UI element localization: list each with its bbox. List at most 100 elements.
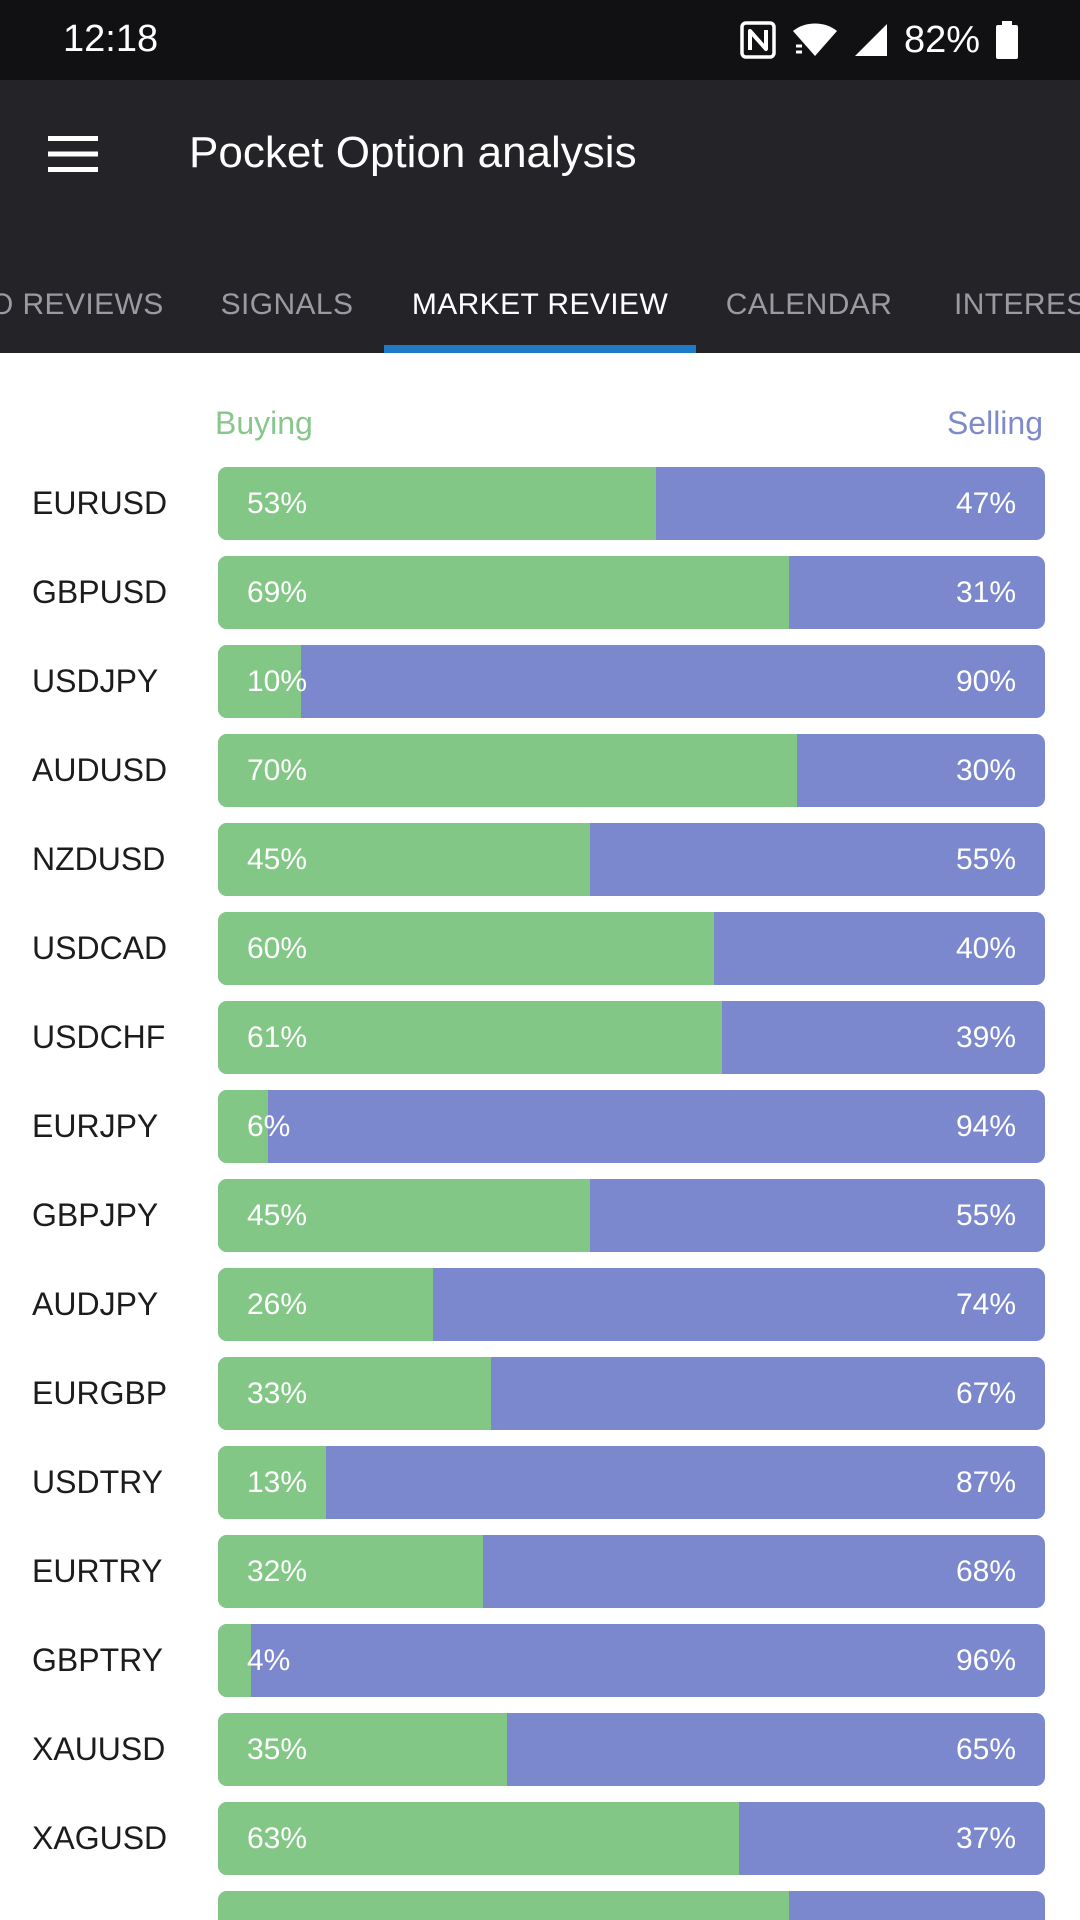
buying-percent: 61% [247,1021,308,1054]
battery-percent: 82% [903,18,980,61]
buying-segment [218,734,797,807]
pair-name: AUDJPY [32,1286,159,1322]
buying-segment [218,1179,591,1252]
pair-row: USDJPY 10% 90% [0,645,1080,718]
pair-name: EURGBP [32,1375,168,1411]
pair-name: EURUSD [32,485,168,521]
pair-row [0,1891,1080,1920]
pair-row: EURUSD 53% 47% [0,467,1080,540]
buying-segment [218,912,715,985]
selling-percent: 37% [955,1822,1016,1855]
sentiment-bar: 53% 47% [218,467,1045,540]
sentiment-bar: 61% 39% [218,1001,1045,1074]
selling-percent: 55% [955,1199,1016,1232]
tab-interesting[interactable]: INTERES [954,288,1080,321]
buying-segment [218,645,301,718]
market-review-list[interactable]: Buying Selling EURUSD 53% 47% GBPUSD 69% 31% U… [0,353,1080,1920]
battery-icon [996,21,1018,59]
pair-row: XAUUSD 35% 65% [0,1713,1080,1786]
buying-percent: 35% [247,1733,308,1766]
pair-row: AUDUSD 70% 30% [0,734,1080,807]
tab-market-review[interactable]: MARKET REVIEW [411,288,669,321]
pair-row: EURTRY 32% 68% [0,1535,1080,1608]
buying-percent: 60% [247,932,308,965]
buying-segment [218,1535,483,1608]
tab-calendar[interactable]: CALENDAR [725,288,893,321]
buying-percent: 63% [247,1822,308,1855]
pair-name: USDTRY [32,1464,163,1500]
status-icons: 82% [740,18,1018,62]
buying-segment [218,1802,739,1875]
pair-row: EURGBP 33% 67% [0,1357,1080,1430]
tab-reviews[interactable]: O REVIEWS [0,288,164,321]
pair-name: USDCAD [32,930,168,966]
pair-name: EURJPY [32,1108,159,1144]
pair-name: NZDUSD [32,841,166,877]
app-title: Pocket Option analysis [189,128,637,177]
buying-percent: 32% [247,1555,308,1588]
buying-segment [218,556,789,629]
pair-row: USDTRY 13% 87% [0,1446,1080,1519]
sentiment-bar: 63% 37% [218,1802,1045,1875]
app-bar: Pocket Option analysis O REVIEWS SIGNALS… [0,80,1080,353]
buying-segment [218,1446,326,1519]
menu-button[interactable] [32,115,114,197]
selling-percent: 67% [955,1377,1016,1410]
sentiment-bar: 6% 94% [218,1090,1045,1163]
selling-percent: 31% [955,576,1016,609]
buying-percent: 6% [247,1110,291,1143]
selling-percent: 65% [955,1733,1016,1766]
buying-percent: 10% [247,665,308,698]
sentiment-bar: 33% 67% [218,1357,1045,1430]
tab-bar: O REVIEWS SIGNALS MARKET REVIEW CALENDAR… [0,257,1080,353]
status-time: 12:18 [63,18,159,60]
buying-percent: 45% [247,1199,308,1232]
buying-percent: 70% [247,754,308,787]
buying-segment [218,1624,252,1697]
sentiment-bar: 10% 90% [218,645,1045,718]
buying-segment [218,1001,723,1074]
buying-segment [218,1090,268,1163]
pair-name: XAGUSD [32,1820,168,1856]
pair-row: AUDJPY 26% 74% [0,1268,1080,1341]
pair-name: USDJPY [32,663,159,699]
selling-percent: 74% [955,1288,1016,1321]
pair-row: GBPUSD 69% 31% [0,556,1080,629]
sentiment-bar: 35% 65% [218,1713,1045,1786]
pair-name: AUDUSD [32,752,168,788]
pair-name: USDCHF [32,1019,166,1055]
pair-name: GBPUSD [32,574,168,610]
selling-percent: 40% [955,932,1016,965]
pair-name: XAUUSD [32,1731,166,1767]
buying-percent: 33% [247,1377,308,1410]
selling-percent: 55% [955,843,1016,876]
buying-percent: 13% [247,1466,308,1499]
pair-row: USDCAD 60% 40% [0,912,1080,985]
status-bar: 12:18 82% [0,0,1080,80]
sentiment-bar: 60% 40% [218,912,1045,985]
buying-segment [218,1357,491,1430]
selling-percent: 68% [955,1555,1016,1588]
wifi-icon [792,22,838,58]
sentiment-bar: 32% 68% [218,1535,1045,1608]
sentiment-bar: 45% 55% [218,1179,1045,1252]
hamburger-menu-icon [48,135,98,177]
pair-row: XAGUSD 63% 37% [0,1802,1080,1875]
sentiment-bar: 45% 55% [218,823,1045,896]
tab-signals[interactable]: SIGNALS [220,288,354,321]
sentiment-bar: 70% 30% [218,734,1045,807]
nfc-icon [740,21,776,59]
buying-percent: 53% [247,487,308,520]
selling-percent: 96% [955,1644,1016,1677]
selling-percent: 90% [955,665,1016,698]
pair-row: GBPTRY 4% 96% [0,1624,1080,1697]
pair-name: GBPJPY [32,1197,159,1233]
pair-row: NZDUSD 45% 55% [0,823,1080,896]
buying-percent: 4% [247,1644,291,1677]
pair-row: EURJPY 6% 94% [0,1090,1080,1163]
legend-selling: Selling [946,405,1043,441]
selling-percent: 87% [955,1466,1016,1499]
selling-percent: 30% [955,754,1016,787]
buying-segment [218,467,657,540]
pair-name: GBPTRY [32,1642,163,1678]
